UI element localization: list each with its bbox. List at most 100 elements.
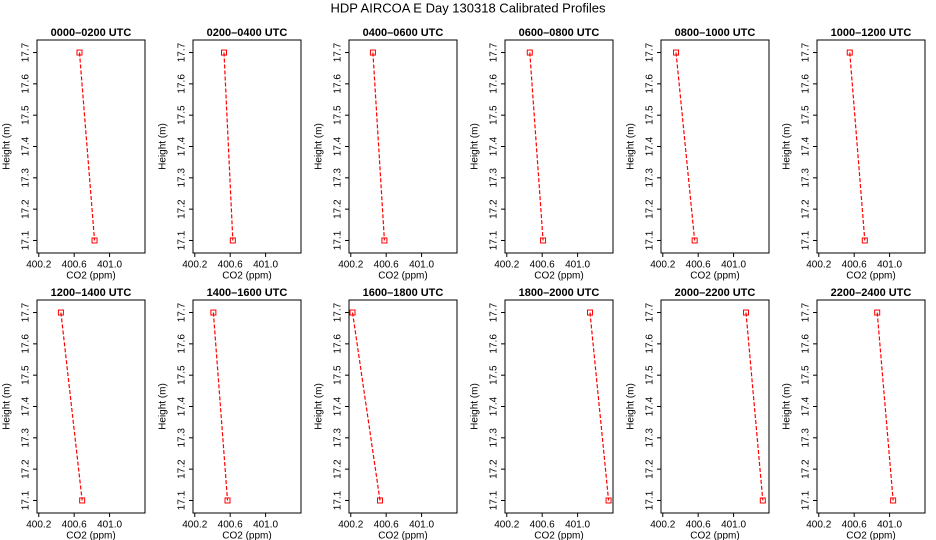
- profile-point: [846, 49, 853, 56]
- y-tick-label: 17.6: [333, 334, 344, 354]
- y-tick-label: 17.5: [645, 105, 656, 125]
- x-tick-label: 400.2: [182, 520, 207, 531]
- y-tick-label: 17.3: [489, 168, 500, 188]
- x-axis-label: CO2 (ppm): [846, 271, 895, 282]
- x-tick-label: 401.0: [877, 520, 902, 531]
- x-tick-label: 400.2: [806, 260, 831, 271]
- y-tick-label: 17.2: [489, 199, 500, 219]
- x-tick-label: 400.6: [530, 260, 555, 271]
- y-tick-label: 17.7: [21, 42, 32, 62]
- x-axis-label: CO2 (ppm): [66, 271, 115, 282]
- y-tick-label: 17.7: [21, 302, 32, 322]
- profile-line: [529, 52, 544, 241]
- x-axis-label: CO2 (ppm): [378, 531, 427, 540]
- profile-line: [372, 52, 386, 241]
- y-tick-label: 17.6: [21, 74, 32, 94]
- profile-point: [210, 309, 217, 316]
- y-tick-label: 17.7: [645, 302, 656, 322]
- profile-line: [60, 312, 83, 501]
- profile-point: [381, 237, 388, 244]
- profile-point: [376, 497, 383, 504]
- panel-title: 0400–0600 UTC: [363, 27, 444, 39]
- y-axis-label: Height (m): [314, 123, 325, 170]
- y-tick-label: 17.4: [489, 396, 500, 416]
- y-tick-label: 17.7: [177, 302, 188, 322]
- y-tick-label: 17.1: [177, 490, 188, 510]
- profile-point: [586, 309, 593, 316]
- y-tick-label: 17.4: [645, 136, 656, 156]
- profile-point: [691, 237, 698, 244]
- y-tick-label: 17.6: [21, 334, 32, 354]
- y-tick-label: 17.2: [801, 199, 812, 219]
- plot-frame: [348, 299, 458, 514]
- y-tick-label: 17.2: [177, 459, 188, 479]
- x-axis-label: CO2 (ppm): [222, 531, 271, 540]
- x-tick-label: 400.6: [842, 520, 867, 531]
- y-tick-label: 17.3: [177, 168, 188, 188]
- y-tick-label: 17.7: [801, 302, 812, 322]
- x-axis-label: CO2 (ppm): [66, 531, 115, 540]
- x-tick-label: 400.2: [806, 520, 831, 531]
- panel-title: 1800–2000 UTC: [519, 287, 600, 299]
- x-axis-label: CO2 (ppm): [690, 531, 739, 540]
- x-tick-label: 400.6: [218, 520, 243, 531]
- y-tick-label: 17.3: [645, 428, 656, 448]
- plot-frame: [504, 299, 614, 514]
- y-tick-label: 17.1: [645, 490, 656, 510]
- y-axis-label: Height (m): [470, 383, 481, 430]
- y-tick-label: 17.7: [489, 42, 500, 62]
- profile-point: [224, 497, 231, 504]
- panel-title: 0000–0200 UTC: [51, 27, 132, 39]
- y-tick-label: 17.6: [645, 334, 656, 354]
- y-tick-label: 17.7: [333, 302, 344, 322]
- y-tick-label: 17.6: [489, 334, 500, 354]
- panel-title: 0200–0400 UTC: [207, 27, 288, 39]
- x-tick-label: 400.2: [650, 260, 675, 271]
- y-tick-label: 17.4: [333, 396, 344, 416]
- plot-frame: [816, 299, 926, 514]
- panel-title: 1600–1800 UTC: [363, 287, 444, 299]
- x-axis-label: CO2 (ppm): [378, 271, 427, 282]
- y-axis-label: Height (m): [470, 123, 481, 170]
- profile-point: [759, 497, 766, 504]
- plot-frame: [660, 299, 770, 514]
- y-tick-label: 17.4: [489, 136, 500, 156]
- y-axis-label: Height (m): [782, 123, 793, 170]
- panel-title: 0600–0800 UTC: [519, 27, 600, 39]
- x-tick-label: 401.0: [97, 260, 122, 271]
- y-tick-label: 17.2: [489, 459, 500, 479]
- profile-point: [369, 49, 376, 56]
- y-tick-label: 17.6: [177, 334, 188, 354]
- y-tick-label: 17.5: [177, 365, 188, 385]
- profile-line: [849, 52, 866, 241]
- y-tick-label: 17.1: [489, 490, 500, 510]
- profile-point: [861, 237, 868, 244]
- panel-title: 1400–1600 UTC: [207, 287, 288, 299]
- plot-frame: [192, 39, 302, 254]
- y-tick-label: 17.3: [489, 428, 500, 448]
- y-tick-label: 17.1: [489, 230, 500, 250]
- y-tick-label: 17.1: [21, 490, 32, 510]
- plot-frame: [660, 39, 770, 254]
- x-tick-label: 401.0: [877, 260, 902, 271]
- x-tick-label: 400.2: [494, 260, 519, 271]
- y-tick-label: 17.5: [333, 105, 344, 125]
- profile-point: [874, 309, 881, 316]
- figure-title: HDP AIRCOA E Day 130318 Calibrated Profi…: [330, 0, 606, 15]
- y-tick-label: 17.5: [489, 105, 500, 125]
- plot-frame: [36, 39, 146, 254]
- x-tick-label: 400.6: [374, 260, 399, 271]
- y-axis-label: Height (m): [158, 123, 169, 170]
- x-tick-label: 400.2: [26, 520, 51, 531]
- y-tick-label: 17.4: [801, 396, 812, 416]
- profile-line: [745, 312, 764, 501]
- y-tick-label: 17.7: [645, 42, 656, 62]
- y-tick-label: 17.5: [645, 365, 656, 385]
- y-axis-label: Height (m): [782, 383, 793, 430]
- y-tick-label: 17.5: [333, 365, 344, 385]
- x-tick-label: 400.6: [62, 260, 87, 271]
- y-tick-label: 17.4: [645, 396, 656, 416]
- x-tick-label: 401.0: [721, 260, 746, 271]
- x-axis-label: CO2 (ppm): [690, 271, 739, 282]
